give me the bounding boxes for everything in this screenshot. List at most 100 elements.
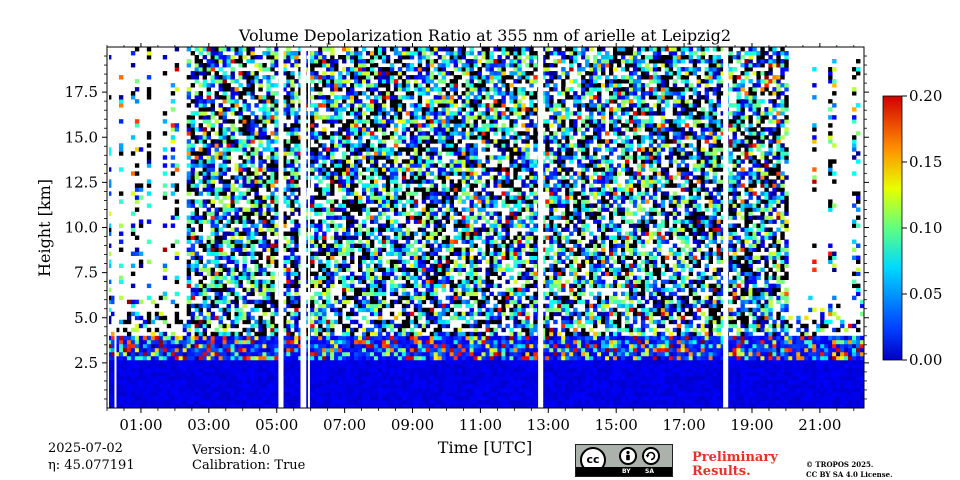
heatmap-cell (238, 219, 243, 224)
heatmap-cell (381, 91, 387, 96)
heatmap-cell (429, 183, 435, 188)
heatmap-cell (381, 99, 387, 104)
heatmap-cell (158, 391, 164, 397)
heatmap-cell (429, 87, 435, 92)
heatmap-cell (282, 175, 287, 180)
heatmap-cell (361, 359, 367, 365)
heatmap-cell (258, 323, 263, 329)
heatmap-cell (369, 275, 375, 281)
heatmap-cell (365, 395, 371, 401)
heatmap-cell (270, 375, 275, 381)
heatmap-cell (437, 63, 443, 68)
heatmap-cell (377, 79, 383, 84)
heatmap-cell (298, 47, 303, 52)
heatmap-cell (409, 51, 415, 56)
heatmap-cell (354, 111, 359, 116)
heatmap-cell (350, 295, 355, 301)
heatmap-cell (421, 347, 427, 353)
heatmap-cell (198, 163, 204, 168)
heatmap-cell (322, 147, 327, 152)
heatmap-cell (194, 383, 200, 389)
heatmap-cell (202, 327, 208, 333)
heatmap-cell (214, 355, 219, 361)
heatmap-cell (409, 395, 415, 401)
heatmap-cell (214, 299, 219, 305)
heatmap-cell (130, 355, 136, 361)
heatmap-cell (354, 147, 359, 152)
heatmap-cell (377, 275, 383, 281)
heatmap-cell (274, 247, 279, 252)
heatmap-cell (238, 355, 243, 361)
heatmap-cell (294, 319, 299, 325)
heatmap-cell (437, 247, 443, 252)
heatmap-cell (310, 307, 315, 313)
heatmap-cell (234, 387, 239, 393)
heatmap-cell (401, 351, 407, 357)
heatmap-cell (429, 395, 435, 401)
heatmap-cell (330, 71, 335, 76)
heatmap-cell (174, 399, 180, 405)
heatmap-cell (190, 51, 196, 56)
heatmap-cell (409, 335, 415, 341)
heatmap-cell (126, 315, 132, 321)
heatmap-cell (166, 359, 172, 365)
heatmap-cell (262, 95, 267, 100)
heatmap-cell (326, 319, 331, 325)
heatmap-cell (198, 155, 204, 160)
heatmap-cell (385, 379, 391, 385)
heatmap-cell (114, 395, 120, 401)
heatmap-cell (346, 367, 351, 373)
heatmap-cell (338, 367, 343, 373)
heatmap-cell (282, 223, 287, 228)
heatmap-cell (258, 291, 263, 297)
heatmap-cell (198, 135, 204, 140)
heatmap-cell (310, 131, 315, 136)
heatmap-cell (218, 127, 223, 132)
heatmap-cell (322, 71, 327, 76)
heatmap-cell (290, 399, 295, 405)
heatmap-cell (393, 371, 399, 377)
heatmap-cell (162, 403, 168, 409)
heatmap-cell (397, 163, 403, 168)
heatmap-cell (350, 391, 355, 397)
heatmap-cell (338, 111, 343, 116)
heatmap-cell (118, 371, 124, 377)
heatmap-cell (286, 75, 291, 80)
heatmap-cell (186, 143, 192, 148)
heatmap-cell (393, 139, 399, 144)
heatmap-cell (358, 135, 363, 140)
heatmap-cell (206, 287, 211, 293)
heatmap-cell (250, 139, 255, 144)
heatmap-cell (342, 155, 347, 160)
heatmap-cell (270, 231, 275, 236)
heatmap-cell (262, 99, 267, 104)
heatmap-cell (286, 243, 291, 248)
heatmap-cell (413, 319, 419, 325)
heatmap-cell (190, 231, 196, 236)
heatmap-cell (397, 51, 403, 56)
heatmap-cell (330, 323, 335, 329)
heatmap-cell (389, 375, 395, 381)
heatmap-cell (409, 191, 415, 196)
heatmap-cell (437, 367, 443, 373)
heatmap-cell (365, 303, 371, 309)
heatmap-cell (122, 395, 128, 401)
heatmap-cell (190, 391, 196, 397)
heatmap-cell (330, 63, 335, 68)
heatmap-cell (262, 355, 267, 361)
heatmap-cell (373, 287, 379, 293)
heatmap-cell (361, 147, 367, 152)
heatmap-cell (393, 275, 399, 281)
heatmap-cell (385, 391, 391, 397)
heatmap-cell (358, 55, 363, 60)
heatmap-cell (190, 179, 196, 184)
heatmap-cell (174, 311, 180, 317)
heatmap-cell (441, 383, 447, 389)
heatmap-cell (146, 135, 152, 140)
heatmap-cell (314, 283, 319, 289)
heatmap-cell (413, 367, 419, 373)
heatmap-cell (294, 403, 299, 409)
heatmap-cell (222, 223, 227, 228)
heatmap-cell (210, 315, 215, 321)
heatmap-cell (270, 131, 275, 136)
